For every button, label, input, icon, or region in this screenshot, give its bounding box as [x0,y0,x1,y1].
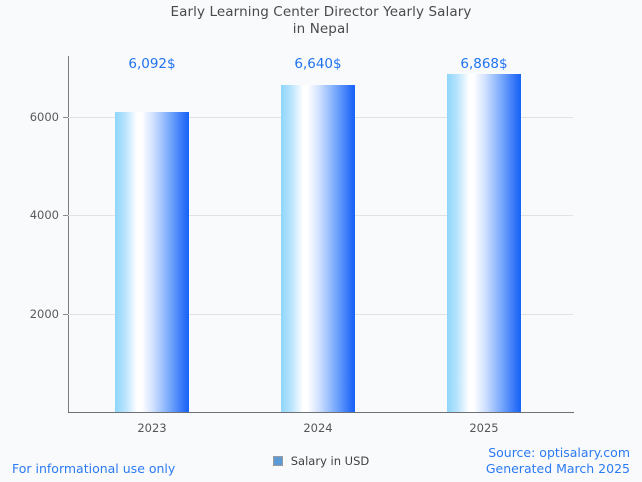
x-axis-line [68,412,574,413]
bar-value-2024: 6,640$ [294,56,342,72]
x-tick-label-2023: 2023 [137,421,167,435]
bar-value-2025: 6,868$ [460,56,508,72]
tick-6000 [63,117,68,118]
chart-title-line-1: Early Learning Center Director Yearly Sa… [170,4,472,20]
x-tick-label-2025: 2025 [469,421,499,435]
bar-2025[interactable] [447,74,521,412]
chart-legend: Salary in USD [0,454,642,468]
plot-area: 6000 4000 2000 [30,56,573,412]
bar-2023[interactable] [115,112,189,412]
y-tick-label-4000: 4000 [29,208,59,222]
bar-value-2023: 6,092$ [128,56,176,72]
disclaimer-text: For informational use only [12,461,176,476]
generated-text: Generated March 2025 [485,461,630,476]
y-tick-label-2000: 2000 [29,307,59,321]
tick-4000 [63,215,68,216]
tick-2000 [63,314,68,315]
x-tick-label-2024: 2024 [303,421,333,435]
chart-title: Early Learning Center Director Yearly Sa… [0,4,642,38]
y-axis-line [68,56,69,413]
legend-swatch-icon [272,456,283,466]
legend-item-salary-in-usd[interactable]: Salary in USD [290,454,370,468]
chart-title-line-2: in Nepal [292,21,350,37]
y-tick-label-6000: 6000 [29,110,59,124]
bar-2024[interactable] [281,85,355,412]
source-text: Source: optisalary.com [488,445,630,460]
source-block: Source: optisalary.com Generated March 2… [486,445,630,477]
